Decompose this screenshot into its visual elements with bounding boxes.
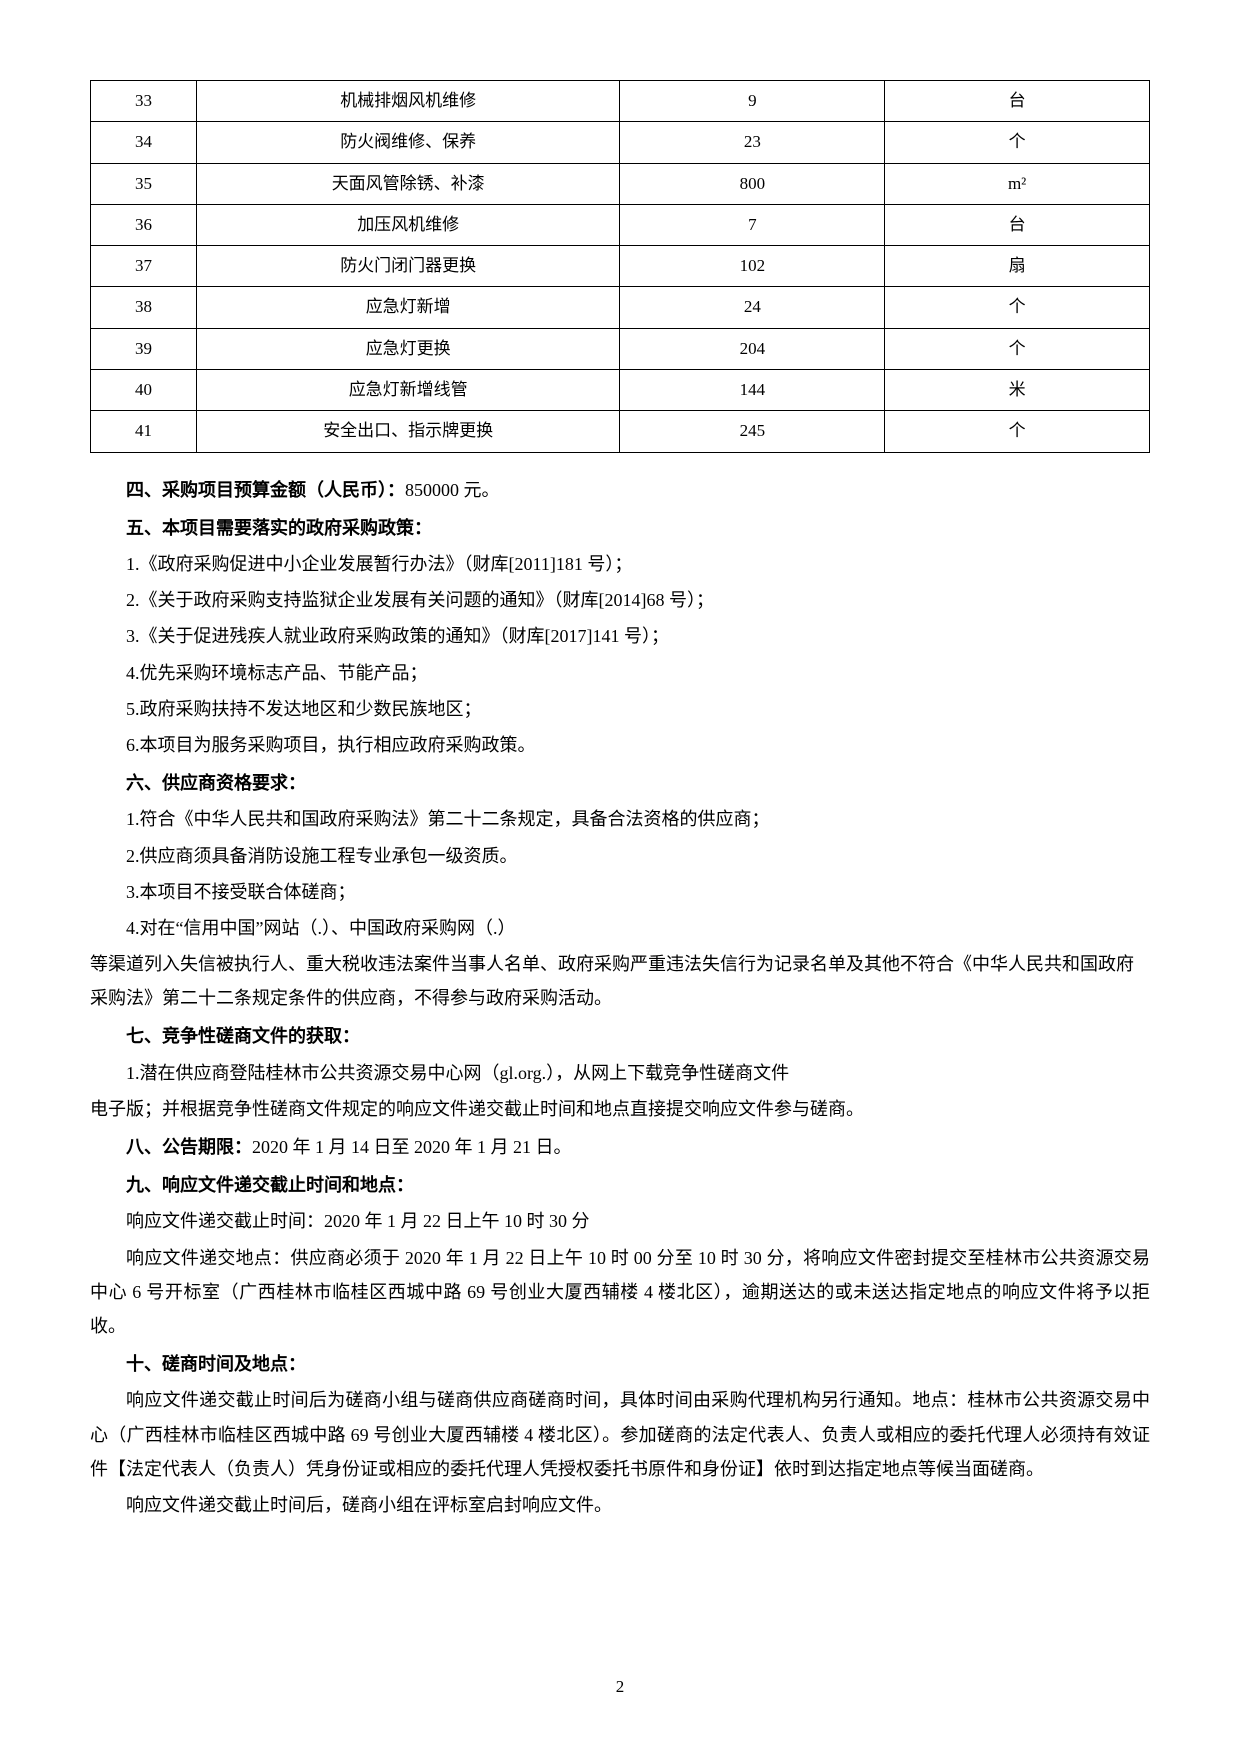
table-row: 33机械排烟风机维修9台 xyxy=(91,81,1150,122)
row-qty: 245 xyxy=(620,411,885,452)
section5-item-1: 1.《政府采购促进中小企业发展暂行办法》（财库[2011]181 号）； xyxy=(90,547,1150,581)
row-unit: 个 xyxy=(885,122,1150,163)
row-unit: 扇 xyxy=(885,246,1150,287)
row-unit: m² xyxy=(885,163,1150,204)
table-row: 35天面风管除锈、补漆800m² xyxy=(91,163,1150,204)
row-item: 机械排烟风机维修 xyxy=(196,81,620,122)
row-qty: 9 xyxy=(620,81,885,122)
section7-para2: 电子版；并根据竞争性磋商文件规定的响应文件递交截止时间和地点直接提交响应文件参与… xyxy=(90,1092,1150,1126)
section5-item-3: 3.《关于促进残疾人就业政府采购政策的通知》（财库[2017]141 号）； xyxy=(90,619,1150,653)
section6-item-3: 3.本项目不接受联合体磋商； xyxy=(90,875,1150,909)
section10-para2: 响应文件递交截止时间后，磋商小组在评标室启封响应文件。 xyxy=(90,1488,1150,1522)
section9-para2: 响应文件递交地点：供应商必须于 2020 年 1 月 22 日上午 10 时 0… xyxy=(90,1241,1150,1344)
section6-heading: 六、供应商资格要求： xyxy=(90,766,1150,800)
section4-heading: 四、采购项目预算金额（人民币）：850000 元。 xyxy=(90,473,1150,507)
table-row: 39应急灯更换204个 xyxy=(91,328,1150,369)
row-unit: 个 xyxy=(885,287,1150,328)
section5-item-4: 4.优先采购环境标志产品、节能产品； xyxy=(90,656,1150,690)
section9-para1: 响应文件递交截止时间：2020 年 1 月 22 日上午 10 时 30 分 xyxy=(90,1204,1150,1238)
items-table: 33机械排烟风机维修9台34防火阀维修、保养23个35天面风管除锈、补漆800m… xyxy=(90,80,1150,453)
row-qty: 102 xyxy=(620,246,885,287)
section7-heading: 七、竞争性磋商文件的获取： xyxy=(90,1019,1150,1053)
row-number: 40 xyxy=(91,370,197,411)
section5-item-2: 2.《关于政府采购支持监狱企业发展有关问题的通知》（财库[2014]68 号）； xyxy=(90,583,1150,617)
section10-heading: 十、磋商时间及地点： xyxy=(90,1347,1150,1381)
table-row: 37防火门闭门器更换102扇 xyxy=(91,246,1150,287)
row-number: 39 xyxy=(91,328,197,369)
row-number: 41 xyxy=(91,411,197,452)
section5-item-6: 6.本项目为服务采购项目，执行相应政府采购政策。 xyxy=(90,728,1150,762)
row-item: 安全出口、指示牌更换 xyxy=(196,411,620,452)
row-unit: 米 xyxy=(885,370,1150,411)
section4-text: 850000 元。 xyxy=(405,480,500,500)
row-unit: 台 xyxy=(885,81,1150,122)
row-number: 33 xyxy=(91,81,197,122)
section8-title: 八、公告期限： xyxy=(126,1137,252,1157)
row-item: 防火阀维修、保养 xyxy=(196,122,620,163)
row-item: 天面风管除锈、补漆 xyxy=(196,163,620,204)
table-row: 41安全出口、指示牌更换245个 xyxy=(91,411,1150,452)
row-item: 应急灯更换 xyxy=(196,328,620,369)
page-number: 2 xyxy=(90,1671,1150,1703)
row-qty: 7 xyxy=(620,204,885,245)
row-item: 应急灯新增 xyxy=(196,287,620,328)
row-number: 35 xyxy=(91,163,197,204)
section9-heading: 九、响应文件递交截止时间和地点： xyxy=(90,1168,1150,1202)
row-qty: 800 xyxy=(620,163,885,204)
section10-para1: 响应文件递交截止时间后为磋商小组与磋商供应商磋商时间，具体时间由采购代理机构另行… xyxy=(90,1383,1150,1486)
row-qty: 23 xyxy=(620,122,885,163)
table-row: 40应急灯新增线管144米 xyxy=(91,370,1150,411)
section8-text: 2020 年 1 月 14 日至 2020 年 1 月 21 日。 xyxy=(252,1137,572,1157)
section7-para1: 1.潜在供应商登陆桂林市公共资源交易中心网（gl.org.），从网上下载竞争性磋… xyxy=(90,1056,1150,1090)
section6-item-4: 4.对在“信用中国”网站（.）、中国政府采购网（.） xyxy=(90,911,1150,945)
row-item: 加压风机维修 xyxy=(196,204,620,245)
row-number: 38 xyxy=(91,287,197,328)
section4-title: 四、采购项目预算金额（人民币）： xyxy=(126,480,405,500)
row-unit: 个 xyxy=(885,411,1150,452)
row-qty: 24 xyxy=(620,287,885,328)
section5-heading: 五、本项目需要落实的政府采购政策： xyxy=(90,511,1150,545)
section8-heading: 八、公告期限：2020 年 1 月 14 日至 2020 年 1 月 21 日。 xyxy=(90,1130,1150,1164)
row-item: 应急灯新增线管 xyxy=(196,370,620,411)
section6-item-2: 2.供应商须具备消防设施工程专业承包一级资质。 xyxy=(90,839,1150,873)
section6-item-1: 1.符合《中华人民共和国政府采购法》第二十二条规定，具备合法资格的供应商； xyxy=(90,802,1150,836)
table-row: 36加压风机维修7台 xyxy=(91,204,1150,245)
row-number: 37 xyxy=(91,246,197,287)
table-row: 38应急灯新增24个 xyxy=(91,287,1150,328)
row-unit: 台 xyxy=(885,204,1150,245)
row-item: 防火门闭门器更换 xyxy=(196,246,620,287)
row-unit: 个 xyxy=(885,328,1150,369)
row-qty: 204 xyxy=(620,328,885,369)
row-qty: 144 xyxy=(620,370,885,411)
row-number: 34 xyxy=(91,122,197,163)
table-row: 34防火阀维修、保养23个 xyxy=(91,122,1150,163)
row-number: 36 xyxy=(91,204,197,245)
section5-item-5: 5.政府采购扶持不发达地区和少数民族地区； xyxy=(90,692,1150,726)
section6-continuation: 等渠道列入失信被执行人、重大税收违法案件当事人名单、政府采购严重违法失信行为记录… xyxy=(90,947,1150,1015)
